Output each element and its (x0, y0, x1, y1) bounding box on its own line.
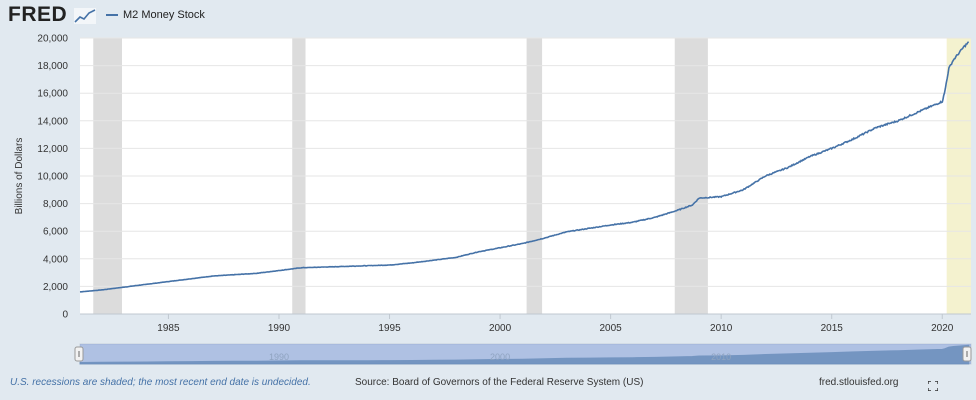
range-navigator: 1990 2000 2010 (74, 343, 972, 365)
recession-shading (93, 38, 971, 314)
y-tick-label: 4,000 (43, 254, 68, 265)
fred-url-link[interactable]: fred.stlouisfed.org (819, 377, 899, 388)
navigator-tick-label: 2000 (490, 352, 510, 362)
y-tick-label: 18,000 (37, 61, 68, 72)
line-chart-icon (74, 8, 96, 24)
range-handle-left-icon[interactable] (74, 346, 84, 362)
recession-band-3 (674, 38, 708, 314)
y-axis-label: Billions of Dollars (14, 138, 25, 215)
x-tick-label: 1995 (378, 323, 401, 334)
chart-footer: U.S. recessions are shaded; the most rec… (10, 377, 966, 391)
navigator-tick-label: 2010 (711, 352, 731, 362)
recession-band-2 (526, 38, 543, 314)
recession-note: U.S. recessions are shaded; the most rec… (10, 377, 311, 388)
fred-logo[interactable]: FRED (8, 3, 68, 26)
y-tick-label: 20,000 (37, 34, 68, 45)
fullscreen-icon[interactable] (928, 381, 938, 391)
navigator-track (79, 343, 972, 365)
x-tick-label: 2010 (710, 323, 733, 334)
y-tick-label: 0 (62, 310, 68, 321)
legend-swatch (106, 14, 118, 16)
x-tick-label: 2020 (931, 323, 954, 334)
y-tick-label: 2,000 (43, 282, 68, 293)
y-tick-label: 16,000 (37, 89, 68, 100)
legend-label: M2 Money Stock (123, 9, 205, 21)
range-handle-right-icon[interactable] (962, 346, 972, 362)
navigator-tick-label: 1990 (269, 352, 289, 362)
y-tick-label: 8,000 (43, 199, 68, 210)
y-tick-label: 12,000 (37, 144, 68, 155)
series-layer (79, 41, 969, 293)
recession-band-4 (946, 38, 971, 314)
series-line-m2-money-stock (79, 41, 969, 293)
x-tick-label: 1985 (157, 323, 180, 334)
chart-legend[interactable]: M2 Money Stock (106, 9, 205, 21)
y-tick-label: 14,000 (37, 116, 68, 127)
recession-band-1 (292, 38, 306, 314)
source-text: Source: Board of Governors of the Federa… (355, 377, 644, 388)
grid-lines (80, 37, 971, 315)
x-tick-label: 2005 (599, 323, 622, 334)
x-axis: 1985 1990 1995 2000 2005 2010 2015 2020 (157, 314, 954, 334)
x-tick-label: 2015 (821, 323, 844, 334)
recession-band-0 (93, 38, 123, 314)
navigator-labels: 1990 2000 2010 (269, 352, 731, 362)
navigator-selection (80, 344, 971, 364)
navigator-series (79, 344, 970, 365)
plot-background (80, 38, 971, 314)
y-tick-label: 10,000 (37, 172, 68, 183)
y-axis: 0 2,000 4,000 6,000 8,000 10,000 12,000 14,000 1… (37, 34, 68, 321)
y-tick-label: 6,000 (43, 227, 68, 238)
x-tick-label: 1990 (268, 323, 291, 334)
x-tick-label: 2000 (489, 323, 512, 334)
